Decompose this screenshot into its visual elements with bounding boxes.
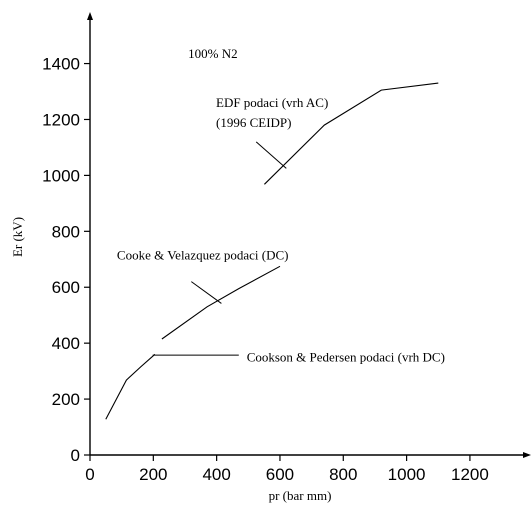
y-axis-title: Er (kV): [10, 217, 25, 257]
annotation-leader-line: [256, 142, 286, 169]
y-axis-arrow: [87, 12, 93, 20]
x-tick-label: 800: [329, 465, 357, 484]
x-tick-label: 0: [85, 465, 94, 484]
annotation-label: 100% N2: [188, 46, 237, 61]
annotation-label: (1996 CEIDP): [216, 115, 291, 130]
x-axis-title: pr (bar mm): [269, 488, 332, 503]
series-line-3: [106, 354, 155, 419]
y-tick-label: 200: [52, 390, 80, 409]
annotation-label: EDF podaci (vrh AC): [216, 95, 328, 110]
y-tick-label: 600: [52, 278, 80, 297]
x-tick-label: 200: [139, 465, 167, 484]
y-tick-label: 1200: [42, 110, 80, 129]
y-tick-label: 800: [52, 222, 80, 241]
y-tick-label: 1000: [42, 166, 80, 185]
y-tick-label: 1400: [42, 55, 80, 74]
x-tick-label: 600: [266, 465, 294, 484]
annotation-label: Cookson & Pedersen podaci (vrh DC): [247, 349, 445, 364]
annotation-leader-line: [191, 282, 221, 304]
x-tick-label: 1000: [388, 465, 426, 484]
y-tick-label: 400: [52, 334, 80, 353]
y-tick-label: 0: [71, 446, 80, 465]
annotation-label: Cooke & Velazquez podaci (DC): [117, 247, 289, 262]
x-tick-label: 400: [202, 465, 230, 484]
x-axis-arrow: [523, 452, 531, 458]
x-tick-label: 1200: [451, 465, 489, 484]
